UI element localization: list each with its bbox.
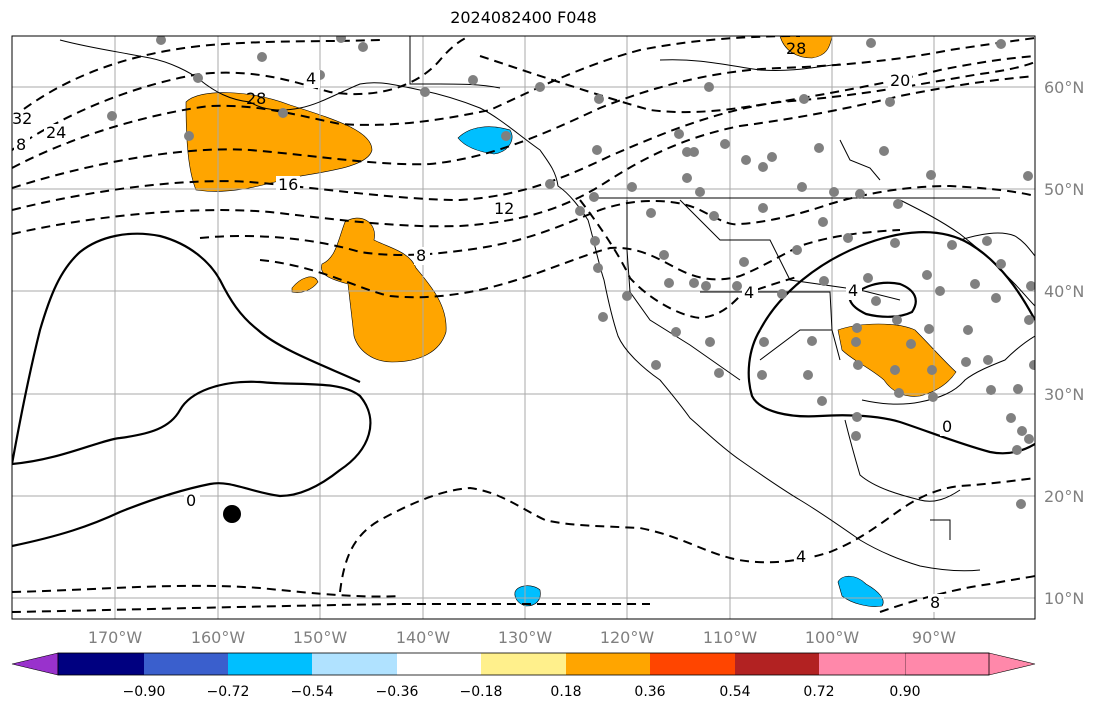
lon-label-160w: 160°W [191, 628, 246, 647]
graticule [12, 36, 1035, 619]
colorbar-segment [735, 653, 819, 675]
colorbar-tick: 0.90 [889, 684, 920, 700]
lon-label-140w: 140°W [396, 628, 451, 647]
colorbar-segment [650, 653, 735, 675]
positive-anomaly-texas [837, 323, 957, 397]
contour-label: 0 [942, 417, 952, 436]
lon-label-130w: 130°W [498, 628, 553, 647]
contour-label: 32 [12, 109, 32, 128]
contour-label: 8 [16, 135, 26, 154]
coastlines [59, 36, 1035, 572]
contour-label: 4 [744, 283, 754, 302]
lon-label-110w: 110°W [703, 628, 758, 647]
colorbar-tick: −0.72 [207, 684, 250, 700]
contour-label: 8 [416, 246, 426, 265]
negative-anomaly-tropics-1 [514, 585, 541, 607]
colorbar: −0.90 −0.72 −0.54 −0.36 −0.18 0.18 0.36 … [11, 652, 1036, 700]
colorbar-tick: 0.54 [719, 684, 750, 700]
colorbar-tick: −0.90 [123, 684, 166, 700]
highlight-marker [223, 505, 241, 523]
lat-label-10n: 10°N [1044, 589, 1084, 608]
colorbar-segment [397, 653, 481, 675]
contour-label: 4 [306, 69, 316, 88]
map-title: 2024082400 F048 [450, 8, 597, 27]
colorbar-tick: −0.54 [291, 684, 334, 700]
contour-label: 4 [796, 547, 806, 566]
negative-anomaly-se-alaska [457, 126, 513, 155]
colorbar-segment [481, 653, 566, 675]
lon-label-150w: 150°W [293, 628, 348, 647]
contour-label-group: 32 24 28 16 12 8 4 4 0 0 4 8 28 20 [12, 39, 956, 612]
map-border [11, 35, 1036, 620]
lon-label-100w: 100°W [805, 628, 860, 647]
anomaly-fills [185, 36, 957, 607]
colorbar-tick: −0.36 [376, 684, 419, 700]
contour-label: 28 [786, 39, 806, 58]
colorbar-segment [228, 653, 312, 675]
colorbar-min-extend [11, 652, 59, 676]
positive-anomaly-arctic [779, 36, 833, 59]
lat-label-40n: 40°N [1044, 282, 1084, 301]
contour-label: 24 [46, 123, 66, 142]
latitude-labels: 60°N 50°N 40°N 30°N 20°N 10°N [1044, 78, 1084, 608]
lon-label-120w: 120°W [600, 628, 655, 647]
colorbar-tick: −0.18 [460, 684, 503, 700]
colorbar-tick: 0.72 [803, 684, 834, 700]
colorbar-segment [566, 653, 650, 675]
negative-anomaly-tropics-2 [837, 575, 884, 607]
contour-label: 12 [494, 199, 514, 218]
contour-label: 4 [848, 281, 858, 300]
colorbar-segment [312, 653, 397, 675]
colorbar-max-extend [904, 652, 1036, 676]
colorbar-tick: 0.36 [634, 684, 665, 700]
contour-label: 16 [278, 175, 298, 194]
lat-label-20n: 20°N [1044, 487, 1084, 506]
zero-contours [12, 231, 1035, 548]
colorbar-segment [144, 653, 228, 675]
lon-label-90w: 90°W [912, 628, 956, 647]
contour-label: 20 [890, 71, 910, 90]
lon-label-170w: 170°W [88, 628, 143, 647]
colorbar-tick: 0.18 [550, 684, 581, 700]
lat-label-60n: 60°N [1044, 78, 1084, 97]
lat-label-50n: 50°N [1044, 180, 1084, 199]
colorbar-segment [819, 653, 905, 675]
lat-label-30n: 30°N [1044, 385, 1084, 404]
colorbar-segment [58, 653, 144, 675]
contour-label: 8 [930, 593, 940, 612]
positive-anomaly-alaska [185, 92, 373, 192]
longitude-labels: 170°W 160°W 150°W 140°W 130°W 120°W 110°… [88, 628, 956, 647]
contour-label: 28 [246, 89, 266, 108]
positive-anomaly-small [291, 276, 319, 293]
contour-label: 0 [186, 491, 196, 510]
